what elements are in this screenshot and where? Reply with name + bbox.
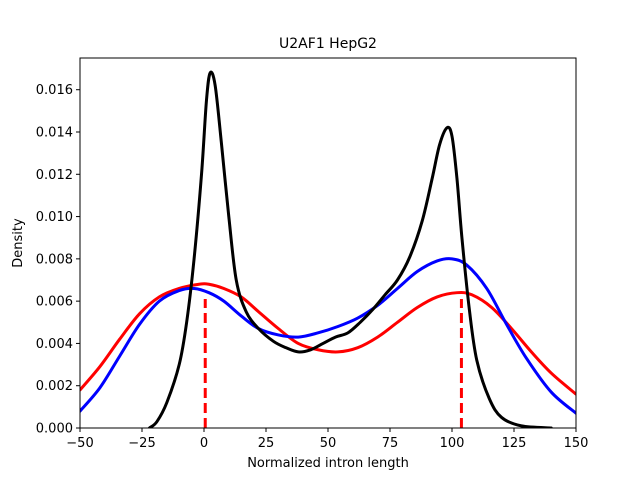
y-axis-ticks: 0.000 0.002 0.004 0.006 0.008 0.010 0.012 0.014… bbox=[36, 83, 80, 437]
reference-vlines bbox=[203, 299, 463, 428]
x-tick-label: 125 bbox=[502, 436, 527, 451]
x-tick-label: −25 bbox=[128, 436, 155, 451]
chart-title: U2AF1 HepG2 bbox=[279, 36, 377, 52]
x-tick-label: 75 bbox=[382, 436, 399, 451]
y-tick-label: 0.010 bbox=[36, 210, 73, 225]
density-curve-2 bbox=[80, 282, 576, 396]
y-tick-label: 0.014 bbox=[36, 126, 73, 141]
y-tick-label: 0.008 bbox=[36, 252, 73, 267]
x-tick-label: −50 bbox=[66, 436, 93, 451]
density-curve-3 bbox=[80, 257, 576, 415]
y-tick-label: 0.016 bbox=[36, 83, 73, 98]
x-axis-label: Normalized intron length bbox=[247, 456, 409, 471]
x-tick-label: 100 bbox=[440, 436, 465, 451]
x-tick-label: 0 bbox=[200, 436, 208, 451]
y-tick-label: 0.002 bbox=[36, 379, 73, 394]
density-curve-1 bbox=[147, 70, 553, 428]
y-tick-label: 0.012 bbox=[36, 168, 73, 183]
y-axis-label: Density bbox=[11, 218, 26, 268]
axes-frame bbox=[79, 57, 577, 429]
y-tick-label: 0.004 bbox=[36, 337, 73, 352]
y-tick-label: 0.006 bbox=[36, 295, 73, 310]
x-tick-label: 150 bbox=[564, 436, 589, 451]
x-tick-label: 25 bbox=[258, 436, 275, 451]
x-axis-ticks: −50 −25 0 25 50 75 100 125 150 bbox=[66, 428, 588, 451]
x-tick-label: 50 bbox=[320, 436, 337, 451]
plot-lines bbox=[80, 70, 576, 428]
y-tick-label: 0.000 bbox=[36, 422, 73, 437]
